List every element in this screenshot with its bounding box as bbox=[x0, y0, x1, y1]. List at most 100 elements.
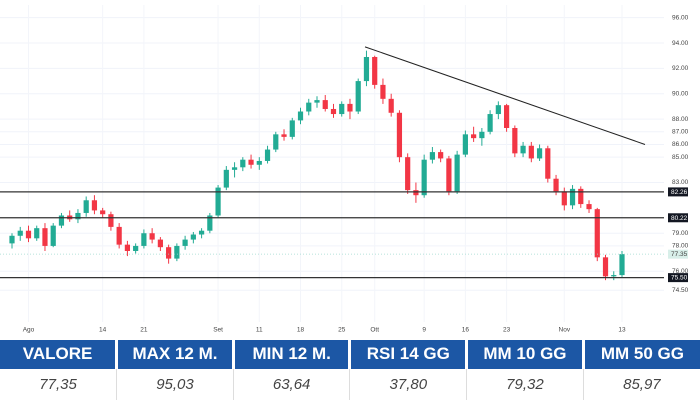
value-row: 77,35 95,03 63,64 37,80 79,32 85,97 bbox=[0, 368, 700, 400]
y-tick-label: 96.00 bbox=[672, 14, 689, 21]
candle-body bbox=[594, 209, 600, 258]
candle-body bbox=[372, 56, 378, 85]
y-tick-label: 88.00 bbox=[672, 116, 689, 123]
level-label: 80.22 bbox=[671, 215, 688, 222]
x-tick-label: Nov bbox=[559, 327, 571, 334]
candle-body bbox=[166, 247, 172, 259]
candle-body bbox=[198, 230, 205, 235]
x-tick-label: 23 bbox=[503, 327, 511, 334]
candle-body bbox=[471, 134, 477, 139]
level-label-box bbox=[668, 213, 688, 223]
candle-body bbox=[339, 103, 345, 115]
y-tick-label: 83.00 bbox=[672, 179, 689, 186]
candle-body bbox=[149, 233, 155, 240]
value-cell: 37,80 bbox=[349, 368, 468, 400]
candle-body bbox=[446, 158, 452, 192]
candle-body bbox=[289, 120, 295, 137]
candle-body bbox=[314, 100, 320, 103]
candle-body bbox=[479, 131, 485, 139]
x-tick-label: 18 bbox=[297, 327, 305, 334]
value-cell: 85,97 bbox=[623, 375, 661, 393]
candle-body bbox=[553, 178, 559, 192]
candle-body bbox=[264, 149, 271, 161]
candle-body bbox=[256, 160, 262, 165]
candle-body bbox=[297, 111, 304, 121]
candle-body bbox=[75, 212, 81, 220]
candle-body bbox=[133, 245, 139, 251]
candle-body bbox=[116, 226, 122, 245]
candle-body bbox=[528, 145, 534, 159]
y-tick-label: 79.00 bbox=[672, 230, 689, 237]
header-cell: MIN 12 M. bbox=[233, 340, 352, 369]
x-tick-label: Ott bbox=[370, 327, 379, 334]
candle-body bbox=[503, 105, 510, 128]
y-tick-label: 74.50 bbox=[672, 287, 689, 294]
header-row: VALORE MAX 12 M. MIN 12 M. RSI 14 GG MM … bbox=[0, 340, 700, 369]
candle-body bbox=[363, 56, 370, 82]
candle-body bbox=[429, 152, 436, 160]
value-cell: 77,35 bbox=[0, 368, 118, 400]
level-label-box bbox=[668, 273, 688, 283]
level-label: 82.26 bbox=[671, 189, 688, 196]
candle-body bbox=[619, 254, 625, 276]
x-tick-label: 9 bbox=[422, 327, 426, 334]
candle-body bbox=[240, 159, 246, 168]
candle-body bbox=[306, 102, 312, 112]
candle-body bbox=[487, 114, 493, 132]
last-price-label: 77.35 bbox=[671, 251, 688, 258]
chart: 96.00 94.00 92.00 90.00 88.00 87.00 86.00 85.00… bbox=[0, 5, 689, 334]
y-tick-label: 94.00 bbox=[672, 40, 689, 47]
x-tick-label: Ago bbox=[23, 327, 35, 334]
candle-body bbox=[578, 188, 584, 205]
candle-body bbox=[157, 239, 163, 248]
y-tick-label: 87.00 bbox=[672, 129, 689, 136]
candle-body bbox=[602, 257, 609, 277]
candle-body bbox=[91, 200, 98, 211]
candle-body bbox=[231, 167, 238, 170]
candle-body bbox=[330, 108, 337, 115]
candle-body bbox=[454, 154, 460, 192]
candle-body bbox=[569, 188, 576, 206]
x-tick-label: 16 bbox=[462, 327, 470, 334]
header-cell: MAX 12 M. bbox=[116, 340, 235, 369]
stats-table: VALORE MAX 12 M. MIN 12 M. RSI 14 GG MM … bbox=[0, 340, 700, 400]
header-cell: MM 50 GG bbox=[583, 340, 700, 369]
candle-body bbox=[322, 100, 328, 109]
candle-body bbox=[108, 214, 114, 227]
candle-body bbox=[545, 148, 551, 179]
value-cell: 63,64 bbox=[233, 368, 351, 400]
level-label-box bbox=[668, 187, 688, 197]
candle-body bbox=[190, 234, 196, 240]
y-tick-label: 85.00 bbox=[672, 154, 689, 161]
candle-body bbox=[355, 81, 361, 112]
candle-body bbox=[561, 191, 567, 206]
header-cell: RSI 14 GG bbox=[349, 340, 469, 369]
candle-body bbox=[611, 275, 617, 277]
candle-body bbox=[83, 200, 89, 213]
candle-body bbox=[281, 134, 287, 137]
candle-body bbox=[586, 204, 592, 210]
candle-body bbox=[347, 103, 353, 112]
trendline bbox=[364, 46, 646, 145]
x-tick-label: 21 bbox=[140, 327, 148, 334]
y-tick-label: 90.00 bbox=[672, 90, 689, 97]
candle-body bbox=[25, 230, 32, 239]
y-tick-label: 78.00 bbox=[672, 243, 689, 250]
candle-body bbox=[413, 190, 419, 196]
candle-body bbox=[124, 244, 131, 251]
x-tick-label: 14 bbox=[99, 327, 107, 334]
candle-body bbox=[421, 159, 427, 196]
header-cell: MM 10 GG bbox=[466, 340, 585, 369]
candle-body bbox=[141, 233, 147, 246]
candle-body bbox=[396, 112, 403, 158]
candle-body bbox=[58, 215, 65, 226]
candle-body bbox=[536, 148, 543, 159]
x-tick-label: 13 bbox=[618, 327, 626, 334]
x-tick-label: 11 bbox=[256, 327, 263, 334]
candle-body bbox=[215, 187, 221, 216]
candle-body bbox=[174, 245, 180, 259]
header-cell: VALORE bbox=[0, 340, 119, 369]
candle-body bbox=[182, 239, 188, 246]
candle-body bbox=[388, 98, 394, 113]
value-cell: 79,32 bbox=[466, 368, 584, 400]
